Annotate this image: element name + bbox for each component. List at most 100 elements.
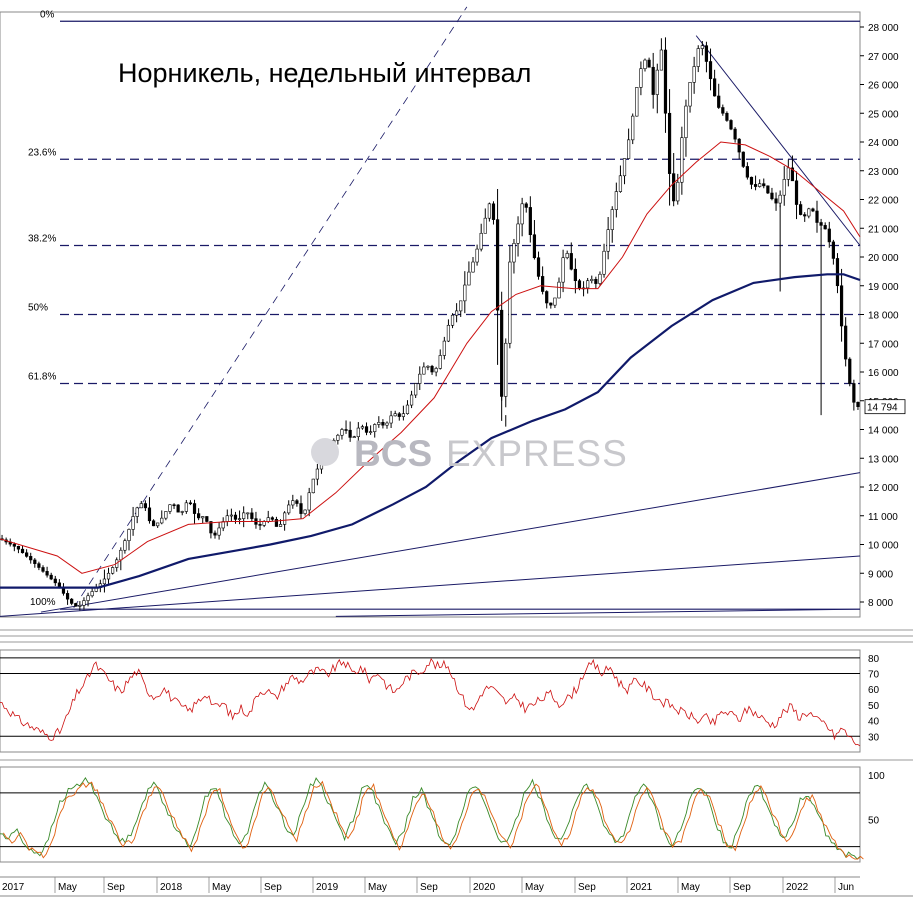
- candle-body: [790, 167, 795, 182]
- candle-body: [172, 504, 176, 507]
- candles: [0, 37, 860, 611]
- last-price-label: 14 794: [867, 403, 898, 414]
- candle-body: [786, 167, 790, 180]
- candle-body: [29, 556, 33, 561]
- candle-body: [409, 394, 414, 406]
- candle-body: [369, 431, 373, 433]
- candle-body: [762, 183, 766, 187]
- x-tick-label: Jun: [838, 882, 854, 893]
- candle-body: [753, 184, 758, 187]
- candle-body: [459, 300, 463, 312]
- candle-body: [667, 112, 672, 174]
- candle-body: [532, 234, 537, 259]
- candle-body: [377, 422, 381, 425]
- candle-body: [315, 468, 319, 480]
- candle-body: [569, 253, 573, 270]
- candle-body: [197, 513, 201, 519]
- x-tick-label: May: [58, 882, 77, 893]
- candle-body: [360, 426, 365, 429]
- candle-body: [283, 512, 287, 525]
- candle-body: [180, 511, 184, 513]
- candle-body: [123, 540, 127, 551]
- stochastic-panel: 100 50: [0, 766, 885, 863]
- candle-body: [467, 271, 471, 286]
- candle-body: [536, 257, 541, 277]
- rsi-tick-label: 30: [868, 732, 880, 743]
- candle-body: [16, 545, 21, 550]
- candle-body: [647, 59, 651, 68]
- candle-body: [209, 521, 213, 534]
- y-tick-label: 21 000: [868, 224, 899, 235]
- fib-label: 61.8%: [28, 372, 56, 383]
- rsi-line: [0, 658, 861, 747]
- candle-body: [311, 478, 315, 494]
- candle-body: [442, 340, 446, 356]
- candle-body: [745, 166, 749, 178]
- candle-body: [119, 549, 123, 561]
- x-tick-label: 2019: [316, 882, 339, 893]
- candle-body: [307, 492, 311, 511]
- fib-label: 50%: [28, 303, 48, 314]
- candle-body: [688, 82, 692, 107]
- x-tick-label: Sep: [578, 882, 596, 893]
- candle-body: [852, 383, 856, 403]
- candle-body: [708, 61, 713, 80]
- y-tick-label: 24 000: [868, 138, 899, 149]
- candle-body: [557, 281, 561, 299]
- chart-title: Норникель, недельный интервал: [118, 58, 531, 88]
- candle-body: [590, 278, 594, 282]
- candle-body: [405, 404, 410, 414]
- candle-body: [541, 276, 545, 292]
- candle-body: [373, 424, 377, 432]
- candle-body: [455, 310, 459, 316]
- candle-body: [782, 179, 786, 196]
- watermark-text: EXPRESS: [446, 433, 628, 474]
- candle-body: [401, 413, 405, 417]
- candle-body: [520, 203, 524, 225]
- candle-body: [450, 314, 455, 326]
- trendline: [0, 555, 861, 617]
- y-tick-label: 23 000: [868, 167, 899, 178]
- candle-body: [524, 203, 528, 208]
- candle-body: [463, 284, 467, 302]
- candle-body: [25, 552, 29, 557]
- candle-body: [696, 48, 700, 67]
- candle-body: [815, 210, 819, 223]
- candle-body: [819, 222, 823, 226]
- candle-body: [856, 401, 860, 407]
- candle-body: [33, 559, 37, 564]
- candle-body: [233, 514, 238, 520]
- candle-body: [352, 436, 356, 438]
- trendline: [40, 472, 861, 613]
- y-tick-label: 11 000: [868, 512, 898, 523]
- candle-body: [487, 203, 491, 219]
- candle-body: [397, 413, 401, 417]
- candle-body: [295, 500, 299, 504]
- x-tick-label: Sep: [107, 882, 125, 893]
- candle-body: [770, 192, 774, 200]
- stochastic-tick-label: 100: [868, 771, 885, 782]
- candle-body: [774, 198, 778, 204]
- candle-body: [242, 512, 246, 519]
- last-price-box: [864, 399, 906, 415]
- candle-body: [78, 605, 82, 607]
- candle-body: [627, 139, 631, 159]
- candle-body: [835, 258, 840, 287]
- y-tick-label: 22 000: [868, 196, 899, 207]
- price-panel: 8 000 9 000 10 000 11 000 12 000 13 000 14 000…: [0, 6, 913, 643]
- candle-body: [528, 207, 532, 236]
- candle-body: [512, 243, 516, 263]
- candle-body: [12, 543, 16, 547]
- candle-body: [655, 69, 659, 95]
- candle-body: [201, 516, 205, 519]
- channel-line: [73, 6, 468, 608]
- watermark-logo-icon: [311, 438, 339, 466]
- y-tick-label: 27 000: [868, 52, 899, 63]
- candle-body: [430, 365, 434, 373]
- candle-body: [299, 503, 303, 514]
- candle-body: [516, 223, 520, 244]
- candle-body: [545, 291, 549, 304]
- candle-body: [250, 512, 254, 519]
- candle-body: [184, 502, 188, 512]
